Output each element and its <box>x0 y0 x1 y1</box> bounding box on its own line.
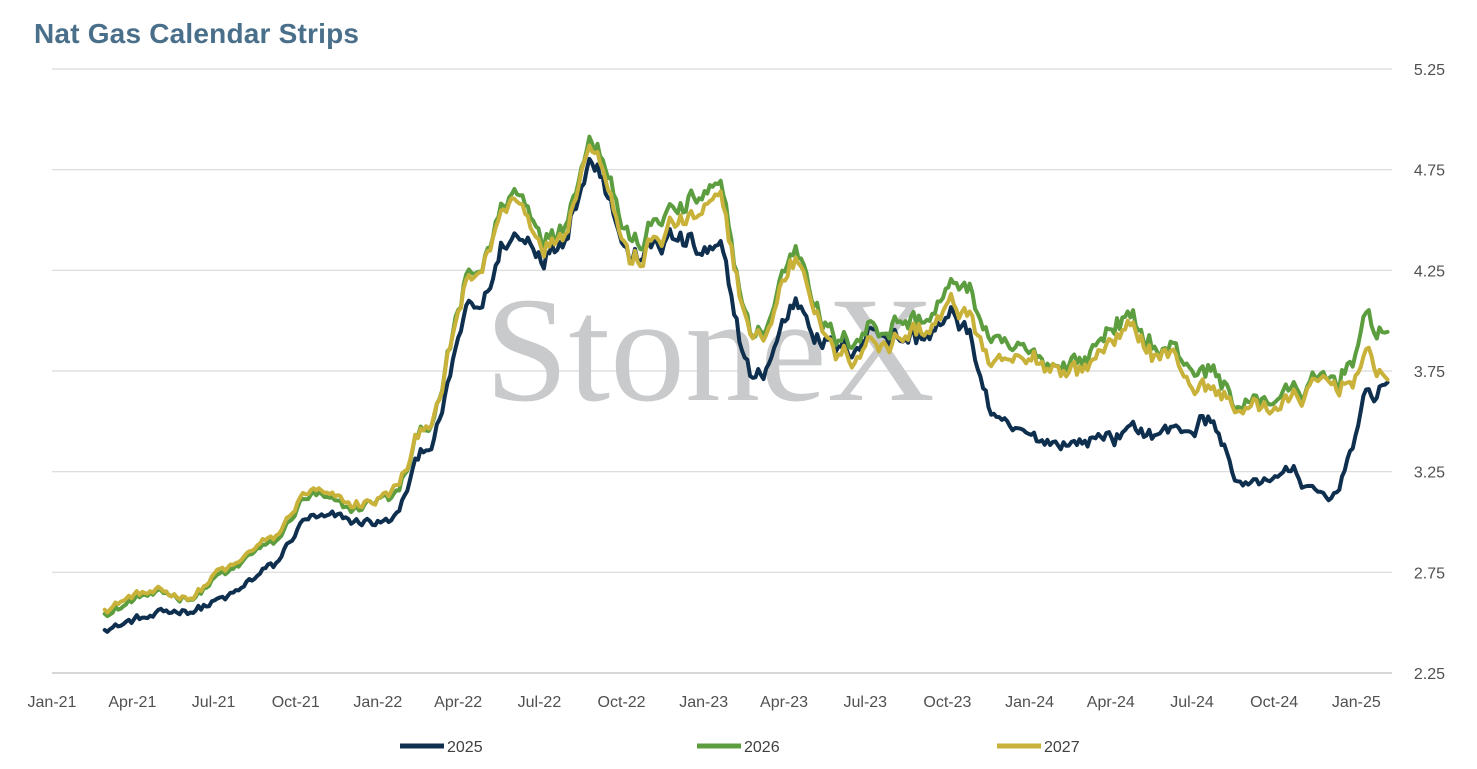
watermark-logo: StoneX <box>485 267 935 433</box>
x-tick-label: Apr-21 <box>108 694 156 711</box>
x-tick-label: Jan-25 <box>1332 694 1381 711</box>
legend-label-2026: 2026 <box>744 739 780 756</box>
x-tick-label: Jul-24 <box>1170 694 1214 711</box>
y-tick-label: 3.75 <box>1414 364 1445 381</box>
y-axis-ticks: 2.25 2.75 3.25 3.75 4.25 4.75 5.25 <box>1414 62 1445 683</box>
series-lines <box>102 134 1390 634</box>
y-tick-label: 4.25 <box>1414 263 1445 280</box>
series-line-2025 <box>102 156 1390 634</box>
x-tick-label: Apr-24 <box>1087 694 1135 711</box>
gridlines <box>52 68 1392 674</box>
x-tick-label: Oct-22 <box>598 694 646 711</box>
x-tick-label: Apr-23 <box>760 694 808 711</box>
legend-label-2027: 2027 <box>1044 739 1080 756</box>
chart-title: Nat Gas Calendar Strips <box>34 18 360 49</box>
x-tick-label: Jan-21 <box>28 694 77 711</box>
series-line-2027 <box>102 143 1390 615</box>
x-tick-label: Oct-24 <box>1250 694 1298 711</box>
y-tick-label: 4.75 <box>1414 163 1445 180</box>
x-tick-label: Jul-21 <box>192 694 236 711</box>
y-tick-label: 2.25 <box>1414 666 1445 683</box>
x-tick-label: Jul-22 <box>518 694 562 711</box>
x-tick-label: Oct-21 <box>272 694 320 711</box>
x-tick-label: Jan-24 <box>1005 694 1054 711</box>
legend-label-2025: 2025 <box>447 739 483 756</box>
x-axis-ticks: Jan-21 Apr-21 Jul-21 Oct-21 Jan-22 Apr-22 Jul-… <box>28 694 1381 711</box>
x-tick-label: Jan-22 <box>353 694 402 711</box>
y-tick-label: 3.25 <box>1414 465 1445 482</box>
x-tick-label: Apr-22 <box>434 694 482 711</box>
x-tick-label: Jul-23 <box>843 694 887 711</box>
y-tick-label: 2.75 <box>1414 565 1445 582</box>
y-tick-label: 5.25 <box>1414 62 1445 79</box>
legend: 2025 2026 2027 <box>400 739 1080 756</box>
x-tick-label: Jan-23 <box>679 694 728 711</box>
x-tick-label: Oct-23 <box>923 694 971 711</box>
